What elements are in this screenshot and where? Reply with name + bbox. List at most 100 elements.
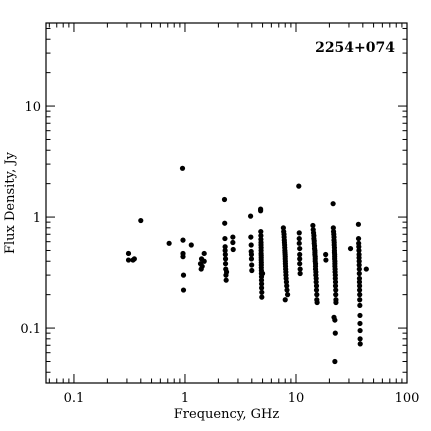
- data-point: [330, 225, 336, 231]
- data-point: [323, 251, 329, 258]
- data-point: [363, 266, 369, 272]
- y-tick-label: 1: [33, 211, 41, 226]
- data-point: [282, 297, 288, 303]
- data-point: [180, 287, 187, 293]
- data-point: [222, 256, 229, 262]
- data-point: [356, 262, 362, 268]
- data-point: [179, 165, 186, 171]
- data-point: [259, 289, 265, 295]
- data-point: [131, 256, 137, 262]
- y-axis-title: Flux Density, Jy: [3, 151, 18, 254]
- data-point: [180, 272, 187, 278]
- data-point: [258, 281, 265, 287]
- data-point: [258, 277, 265, 283]
- data-point: [188, 242, 194, 248]
- data-point: [356, 258, 362, 264]
- data-point: [230, 246, 236, 253]
- data-point: [357, 297, 363, 303]
- data-point: [313, 287, 320, 293]
- data-point: [297, 261, 303, 267]
- data-point: [356, 279, 363, 285]
- data-point: [125, 250, 132, 257]
- data-point: [297, 256, 303, 262]
- data-point: [296, 235, 302, 242]
- data-point: [284, 292, 291, 298]
- data-point: [258, 228, 264, 235]
- data-point: [125, 257, 132, 263]
- data-point: [356, 270, 362, 277]
- data-point: [355, 221, 362, 227]
- data-point: [297, 245, 303, 252]
- data-point: [248, 242, 254, 248]
- data-point: [357, 336, 363, 342]
- data-point: [201, 250, 207, 257]
- y-tick-label: 10: [24, 100, 41, 115]
- data-point: [333, 292, 339, 298]
- data-point: [332, 330, 338, 336]
- data-point: [356, 247, 362, 254]
- data-point: [230, 239, 236, 246]
- data-point: [284, 287, 290, 293]
- data-point: [356, 244, 362, 250]
- data-point: [248, 251, 255, 258]
- data-point: [283, 279, 290, 285]
- data-point: [258, 285, 265, 291]
- data-point: [310, 222, 316, 229]
- data-point: [330, 201, 336, 207]
- data-point: [222, 247, 228, 254]
- data-point: [138, 217, 144, 224]
- data-point: [314, 292, 320, 298]
- data-point: [221, 196, 228, 203]
- data-point: [313, 283, 320, 289]
- data-point: [297, 251, 303, 258]
- data-point: [356, 266, 362, 272]
- data-point: [222, 244, 228, 250]
- data-point: [180, 254, 186, 260]
- data-point: [201, 258, 207, 264]
- data-point: [222, 235, 228, 242]
- axis-ticks: [46, 23, 408, 383]
- data-point: [332, 317, 338, 323]
- x-axis-title: Frequency, GHz: [174, 407, 280, 422]
- data-point: [356, 283, 363, 289]
- data-point: [357, 292, 363, 298]
- data-point: [249, 267, 255, 274]
- data-point: [297, 270, 303, 277]
- data-point: [347, 245, 354, 252]
- data-point: [296, 230, 302, 236]
- data-point: [333, 287, 339, 293]
- data-point: [258, 233, 264, 239]
- data-point: [223, 269, 230, 275]
- source-annotation: 2254+074: [315, 40, 395, 56]
- x-tick-label: 1: [181, 391, 189, 406]
- x-tick-label: 0.1: [64, 391, 85, 406]
- data-point: [333, 299, 339, 306]
- data-point: [230, 234, 236, 240]
- x-tick-label: 10: [288, 391, 305, 406]
- data-point: [313, 279, 319, 285]
- data-point: [166, 240, 172, 246]
- data-point: [323, 257, 329, 263]
- data-point: [249, 262, 255, 268]
- data-point: [222, 261, 229, 267]
- data-point: [259, 294, 265, 300]
- data-point: [357, 320, 363, 327]
- data-point: [357, 302, 363, 309]
- plot-frame: [45, 22, 408, 384]
- x-tick-label: 100: [395, 391, 420, 406]
- data-point: [332, 283, 339, 289]
- data-point: [297, 266, 303, 272]
- data-point: [332, 279, 339, 285]
- data-point: [355, 235, 362, 242]
- data-point: [180, 237, 186, 243]
- data-point: [223, 277, 229, 283]
- data-point: [356, 287, 363, 293]
- data-point: [313, 275, 319, 282]
- data-point: [199, 263, 205, 269]
- data-point: [357, 327, 363, 334]
- data-point: [259, 270, 266, 277]
- data-point: [356, 275, 363, 282]
- data-point: [258, 208, 264, 214]
- data-point: [222, 251, 228, 258]
